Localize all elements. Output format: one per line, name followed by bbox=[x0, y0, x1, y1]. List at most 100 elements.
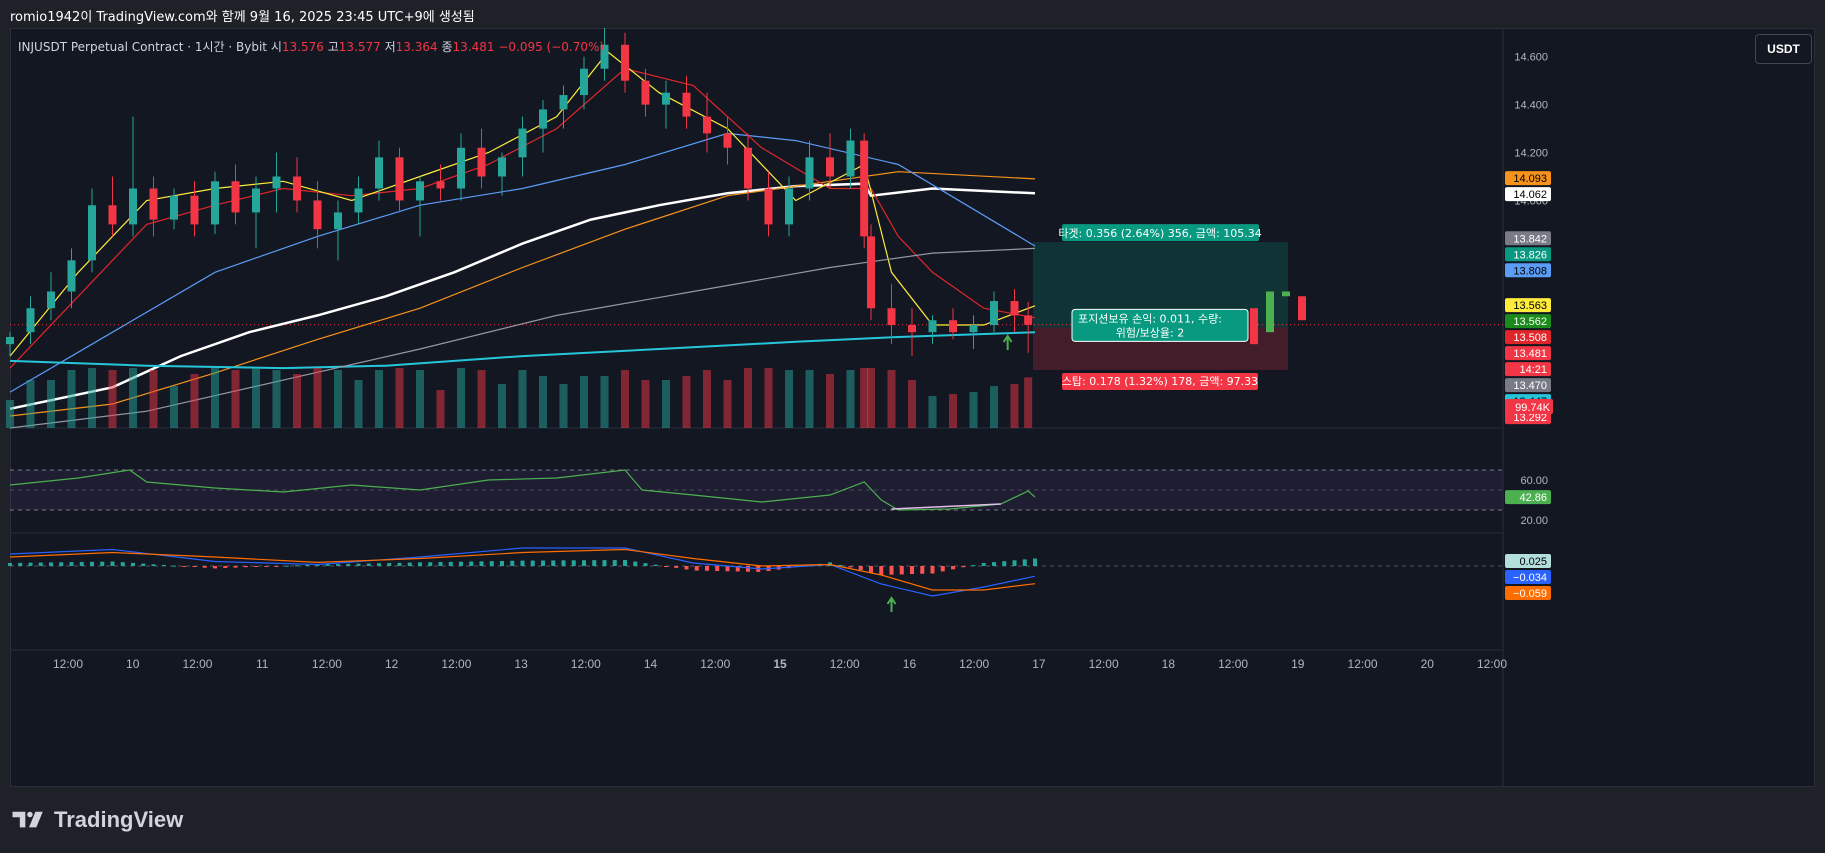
macd-histogram-bar bbox=[582, 560, 586, 566]
candle-body bbox=[703, 116, 711, 134]
macd-histogram-bar bbox=[418, 562, 422, 566]
price-badge: 13.470 bbox=[1505, 378, 1551, 393]
moving-average-line bbox=[9, 132, 1036, 393]
moving-average-line bbox=[9, 51, 1036, 357]
price-badge-text: 13.481 bbox=[1513, 348, 1547, 360]
price-badge: 14:21 bbox=[1505, 362, 1551, 377]
rsi-badge: 42.86 bbox=[1505, 490, 1551, 505]
position-info-line1: 포지션보유 손익: 0.011, 수량: bbox=[1078, 312, 1222, 325]
volume-bar bbox=[703, 370, 711, 428]
price-badge-text: 13.292 bbox=[1513, 412, 1547, 424]
macd-histogram-bar bbox=[571, 560, 576, 566]
price-badge-bg bbox=[1505, 263, 1551, 278]
candle-body bbox=[641, 80, 650, 105]
candle-body bbox=[860, 140, 869, 237]
time-tick-label: 19 bbox=[1291, 657, 1305, 671]
macd-histogram-bar bbox=[838, 564, 843, 566]
macd-histogram-bar bbox=[295, 565, 299, 567]
macd-histogram-bar bbox=[110, 561, 115, 566]
macd-histogram-bar bbox=[274, 566, 279, 567]
macd-histogram-bar bbox=[674, 566, 679, 568]
macd-histogram-bar bbox=[653, 564, 658, 566]
macd-histogram-bar bbox=[489, 561, 494, 566]
volume-bar bbox=[559, 384, 568, 428]
candle-body bbox=[293, 176, 301, 201]
candle-body bbox=[6, 336, 14, 345]
arrow-head bbox=[1002, 334, 1013, 343]
volume-bar bbox=[1024, 377, 1033, 428]
macd-histogram-bar bbox=[192, 566, 197, 568]
volume-bar bbox=[723, 380, 732, 428]
macd-histogram-bar bbox=[151, 564, 156, 566]
macd-histogram-bar bbox=[448, 561, 453, 566]
candle-body bbox=[662, 92, 670, 105]
projection-candle bbox=[1266, 291, 1274, 333]
volume-bar bbox=[518, 370, 527, 428]
macd-histogram-bar bbox=[541, 560, 545, 566]
position-info-bg bbox=[1071, 308, 1249, 342]
candle-body bbox=[436, 181, 445, 189]
candle-body bbox=[682, 92, 691, 117]
volume-badge-bg bbox=[1505, 399, 1553, 414]
macd-histogram-bar bbox=[961, 566, 966, 568]
volume-bar bbox=[190, 374, 199, 428]
candle-body bbox=[313, 200, 322, 230]
macd-histogram-bar bbox=[397, 562, 402, 566]
volume-bar bbox=[662, 380, 670, 428]
candle-body bbox=[1010, 301, 1019, 316]
macd-histogram-bar bbox=[182, 566, 187, 567]
macd-badge-text: −0.059 bbox=[1513, 588, 1547, 600]
macd-histogram-bar bbox=[530, 560, 535, 566]
projection-candle bbox=[1298, 296, 1306, 321]
price-badge: 13.508 bbox=[1505, 330, 1551, 345]
macd-histogram-bar bbox=[725, 566, 730, 572]
macd-histogram-bar bbox=[930, 566, 935, 574]
candle-body bbox=[272, 176, 281, 189]
macd-histogram-bar bbox=[684, 566, 689, 570]
open-value: 13.576 bbox=[281, 40, 324, 54]
arrow-head bbox=[886, 596, 897, 605]
macd-histogram-bar bbox=[346, 563, 351, 566]
position-info-label: 포지션보유 손익: 0.011, 수량:위험/보상율: 2 bbox=[1071, 308, 1249, 342]
low-label: 저 bbox=[384, 40, 396, 54]
macd-badge-text: 0.025 bbox=[1519, 556, 1547, 568]
macd-histogram-bar bbox=[1002, 561, 1007, 566]
macd-histogram-bar bbox=[561, 560, 566, 566]
volume-bar bbox=[860, 368, 869, 428]
price-badge: 13.563 bbox=[1505, 298, 1551, 313]
macd-histogram-bar bbox=[284, 565, 289, 567]
volume-bar bbox=[272, 370, 281, 428]
price-badge-text: 13.842 bbox=[1513, 233, 1547, 245]
volume-bar bbox=[887, 370, 896, 428]
tradingview-logo-icon bbox=[12, 811, 43, 828]
close-label: 종 bbox=[441, 40, 453, 54]
candle-body bbox=[252, 188, 260, 213]
candle-body bbox=[539, 109, 547, 129]
price-badge-bg bbox=[1505, 378, 1551, 393]
macd-histogram-bar bbox=[356, 563, 361, 566]
volume-bar bbox=[457, 368, 465, 428]
macd-histogram-bar bbox=[90, 561, 94, 566]
candle-body bbox=[785, 188, 793, 225]
volume-bar bbox=[26, 380, 35, 428]
macd-histogram-bar bbox=[602, 560, 607, 566]
volume-bar bbox=[600, 376, 609, 428]
price-badge: 14.062 bbox=[1505, 187, 1551, 202]
moving-average-line bbox=[9, 171, 1036, 417]
macd-histogram-bar bbox=[8, 563, 12, 566]
symbol-title: INJUSDT Perpetual Contract · 1시간 · Bybit bbox=[18, 40, 267, 54]
volume-bar bbox=[313, 368, 322, 428]
volume-bar bbox=[785, 370, 793, 428]
candle-body bbox=[88, 205, 96, 261]
volume-bar bbox=[354, 380, 363, 428]
time-tick-label: 12:00 bbox=[1348, 657, 1378, 671]
rsi-line bbox=[9, 469, 1036, 511]
volume-bar bbox=[416, 370, 424, 428]
currency-button[interactable]: USDT bbox=[1755, 34, 1812, 64]
volume-bar bbox=[252, 368, 260, 428]
volume-bar bbox=[580, 376, 588, 428]
time-tick-label: 12:00 bbox=[571, 657, 601, 671]
macd-histogram-bar bbox=[500, 560, 504, 566]
candle-body bbox=[744, 147, 752, 189]
